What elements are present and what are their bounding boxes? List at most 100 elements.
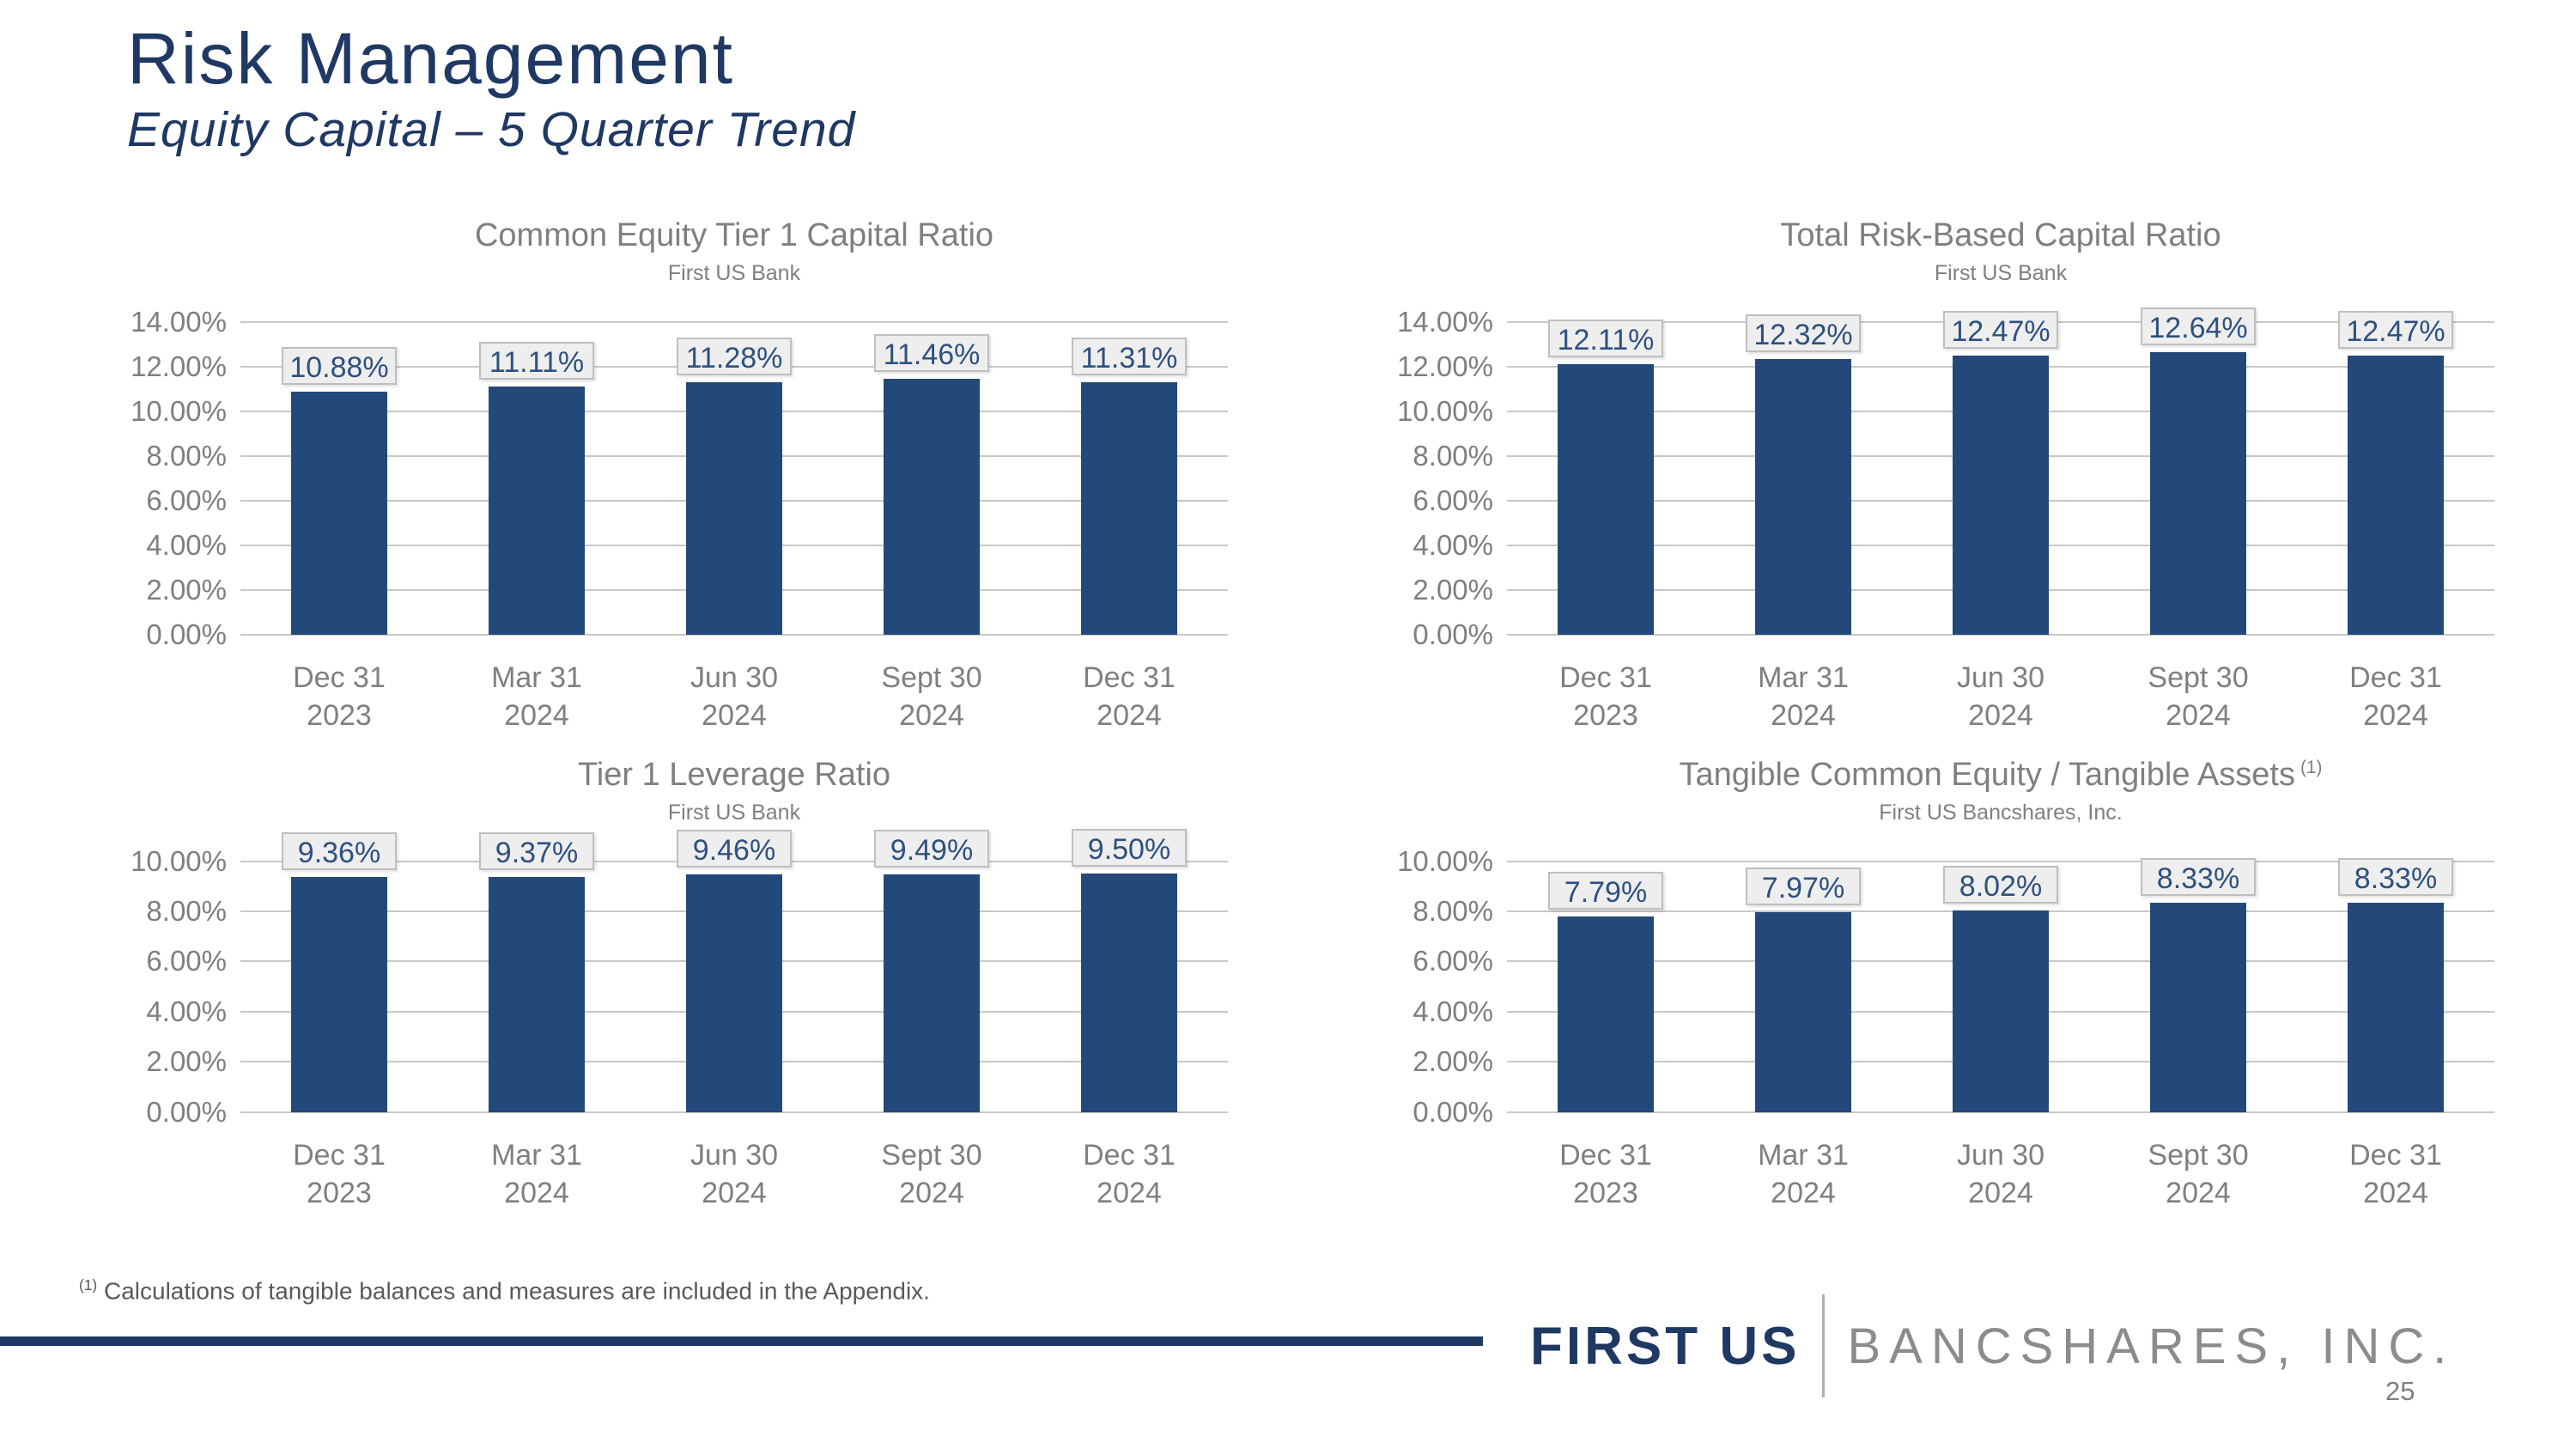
bar-dec-31-2023 <box>1558 916 1654 1112</box>
y-tick-label: 2.00% <box>146 573 227 606</box>
bar-jun-30-2024 <box>1953 910 2049 1112</box>
chart-subtitle: First US Bank <box>667 260 801 285</box>
data-label: 9.46% <box>677 830 792 868</box>
y-tick-label: 10.00% <box>1397 844 1493 877</box>
header: Risk Management Equity Capital – 5 Quart… <box>127 19 855 158</box>
data-label: 12.32% <box>1746 314 1861 353</box>
data-label: 9.37% <box>479 832 594 870</box>
chart-title-text: Tangible Common Equity / Tangible Assets <box>1679 757 2295 793</box>
x-category-line: Dec 31 <box>2349 1138 2442 1172</box>
bar-jun-30-2024 <box>1953 356 2049 635</box>
y-tick-label: 10.00% <box>131 844 227 877</box>
x-category-label: Dec 31 2024 <box>2297 659 2494 736</box>
x-category-line: Jun 30 <box>1956 1138 2045 1172</box>
x-category-label: Dec 31 2023 <box>1507 659 1704 736</box>
plot-row: 14.00% 12.00% 10.00% 8.00% 6.00% 4.00% 2.00% 0.… <box>1378 306 2494 650</box>
logo-divider <box>1822 1294 1826 1397</box>
plot-area: 12.11% 12.32% 12.47% 12.64% 12.47% <box>1507 307 2494 636</box>
y-axis: 10.00% 8.00% 6.00% 4.00% 2.00% 0.00% <box>1378 845 1507 1128</box>
y-tick-label: 6.00% <box>146 484 227 516</box>
y-tick-label: 8.00% <box>1413 439 1493 472</box>
gridline <box>1507 633 2494 636</box>
y-tick-label: 4.00% <box>146 995 227 1027</box>
x-category-line: Dec 31 <box>1559 661 1652 694</box>
plot-row: 14.00% 12.00% 10.00% 8.00% 6.00% 4.00% 2.00% 0.… <box>112 306 1228 650</box>
chart-title: Tangible Common Equity / Tangible Assets… <box>1507 756 2494 795</box>
x-category-line: 2024 <box>702 699 767 733</box>
y-tick-label: 0.00% <box>1413 618 1493 650</box>
x-category-line: Mar 31 <box>491 661 582 694</box>
y-tick-label: 6.00% <box>1413 945 1493 977</box>
bar-sept-30-2024 <box>2150 351 2246 635</box>
x-category-label: Mar 31 2024 <box>1704 1136 1902 1214</box>
footer-rule <box>0 1336 1483 1346</box>
x-category-line: Jun 30 <box>690 661 779 694</box>
gridline <box>1507 1111 2494 1113</box>
y-axis: 10.00% 8.00% 6.00% 4.00% 2.00% 0.00% <box>112 845 240 1128</box>
chart-header: Common Equity Tier 1 Capital Ratio First… <box>240 216 1228 286</box>
gridline <box>240 633 1228 636</box>
bar-dec-31-2023 <box>291 877 387 1112</box>
chart-tangible-common-equity: Tangible Common Equity / Tangible Assets… <box>1378 756 2494 1213</box>
x-category-line: Mar 31 <box>1758 661 1849 694</box>
y-tick-label: 4.00% <box>1413 995 1493 1027</box>
x-category-label: Jun 30 2024 <box>1902 659 2099 736</box>
x-category-label: Dec 31 2023 <box>1507 1136 1704 1214</box>
bar-dec-31-2023 <box>291 391 387 635</box>
y-tick-label: 0.00% <box>1413 1095 1493 1128</box>
y-tick-label: 14.00% <box>131 305 227 338</box>
bar-sept-30-2024 <box>884 874 980 1112</box>
y-tick-label: 4.00% <box>1413 528 1493 561</box>
data-label: 8.33% <box>2141 858 2256 897</box>
data-label: 8.02% <box>1943 866 2058 904</box>
bar-mar-31-2024 <box>1755 359 1851 635</box>
y-tick-label: 0.00% <box>146 618 227 650</box>
x-category-line: 2024 <box>504 699 569 733</box>
plot-area: 7.79% 7.97% 8.02% 8.33% 8.33% <box>1507 858 2494 1113</box>
footnote: (1) Calculations of tangible balances an… <box>79 1276 930 1305</box>
bar-dec-31-2024 <box>2348 903 2444 1112</box>
y-tick-label: 10.00% <box>1397 394 1493 427</box>
x-category-line: 2024 <box>504 1177 569 1210</box>
data-label: 10.88% <box>282 346 397 385</box>
y-tick-label: 2.00% <box>146 1045 227 1078</box>
bar-sept-30-2024 <box>884 378 980 635</box>
data-label: 12.47% <box>2338 311 2453 350</box>
footnote-text: Calculations of tangible balances and me… <box>97 1277 930 1305</box>
x-category-line: 2024 <box>899 1177 964 1210</box>
data-label: 9.36% <box>282 832 397 871</box>
y-tick-label: 2.00% <box>1413 573 1493 606</box>
data-label: 7.97% <box>1746 867 1861 905</box>
x-axis: Dec 31 2023 Mar 31 2024 Jun 30 2024 Sept 30 202… <box>1507 659 2494 736</box>
bar-dec-31-2024 <box>1081 381 1177 635</box>
plot-area: 9.36% 9.37% 9.46% 9.49% 9.50% <box>240 829 1228 1113</box>
company-logo: FIRST US BANCSHARES, INC. <box>1530 1294 2455 1398</box>
x-category-line: Mar 31 <box>491 1138 582 1172</box>
data-label: 11.28% <box>677 338 792 376</box>
bar-mar-31-2024 <box>489 877 585 1112</box>
x-category-line: Dec 31 <box>2349 661 2442 694</box>
x-category-line: 2024 <box>1097 699 1162 733</box>
chart-title: Common Equity Tier 1 Capital Ratio <box>240 216 1228 256</box>
footnote-marker: (1) <box>79 1276 98 1294</box>
x-category-label: Dec 31 2023 <box>240 659 438 736</box>
y-tick-label: 4.00% <box>146 528 227 561</box>
x-category-label: Mar 31 2024 <box>438 1136 635 1214</box>
x-category-line: 2024 <box>2166 1177 2231 1210</box>
x-category-line: 2023 <box>307 699 372 733</box>
x-category-line: Sept 30 <box>2148 661 2249 694</box>
x-axis: Dec 31 2023 Mar 31 2024 Jun 30 2024 Sept 30 202… <box>1507 1136 2494 1214</box>
bar-dec-31-2023 <box>1558 363 1654 635</box>
chart-title: Tier 1 Leverage Ratio <box>240 756 1228 795</box>
chart-subtitle: First US Bank <box>1934 260 2068 285</box>
y-tick-label: 8.00% <box>146 894 227 927</box>
x-axis: Dec 31 2023 Mar 31 2024 Jun 30 2024 Sept 30 202… <box>240 659 1228 736</box>
bar-jun-30-2024 <box>686 382 782 635</box>
data-label: 12.47% <box>1943 311 2058 350</box>
x-category-label: Dec 31 2024 <box>2297 1136 2494 1214</box>
y-tick-label: 2.00% <box>1413 1045 1493 1078</box>
plot-row: 10.00% 8.00% 6.00% 4.00% 2.00% 0.00% 9.36% 9.3… <box>112 829 1228 1128</box>
x-category-line: Jun 30 <box>690 1138 779 1172</box>
x-category-line: 2024 <box>2363 699 2428 733</box>
